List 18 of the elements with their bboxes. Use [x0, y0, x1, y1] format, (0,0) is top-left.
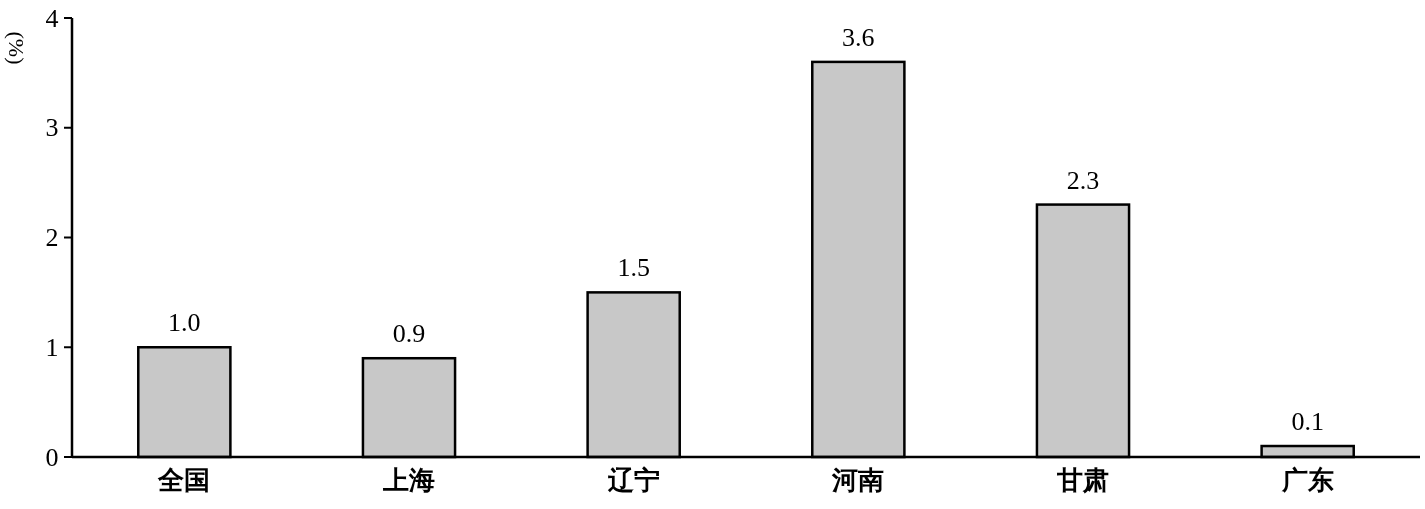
y-tick-label: 1 — [45, 332, 59, 362]
y-tick-label: 3 — [45, 113, 59, 143]
x-tick-label: 全国 — [157, 466, 211, 495]
data-label: 0.1 — [1291, 407, 1324, 437]
y-tick-label: 2 — [45, 223, 59, 252]
x-tick-label: 辽宁 — [606, 466, 660, 495]
data-label: 1.0 — [168, 308, 201, 338]
x-tick-label: 上海 — [382, 466, 435, 495]
x-tick-label: 河南 — [831, 466, 885, 495]
data-label: 2.3 — [1066, 165, 1100, 195]
x-tick-label: 甘肃 — [1056, 466, 1109, 495]
data-label: 0.9 — [392, 319, 426, 349]
data-label: 1.5 — [617, 253, 650, 283]
data-label: 3.6 — [842, 22, 875, 52]
y-tick-label: 4 — [45, 3, 59, 33]
x-tick-label: 广东 — [1280, 466, 1334, 495]
y-tick-label: 0 — [45, 442, 59, 472]
y-axis-title: (%) — [3, 31, 29, 65]
